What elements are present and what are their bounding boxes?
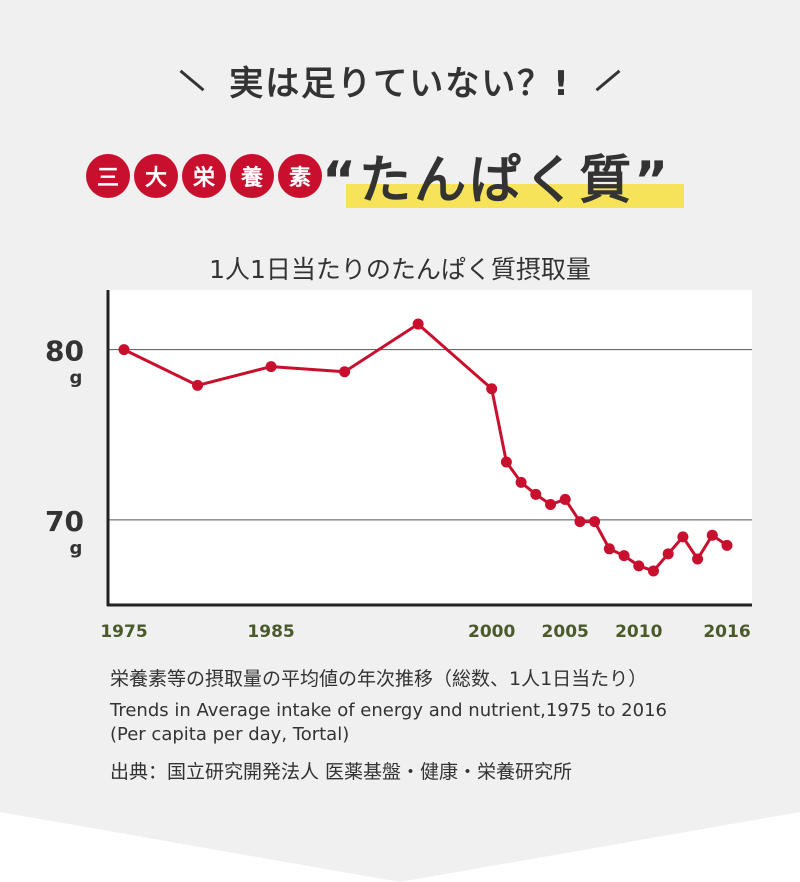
data-point — [647, 565, 659, 577]
captions: 栄養素等の摂取量の平均値の年次推移（総数、1人1日当たり） Trends in … — [110, 664, 667, 784]
data-point — [339, 366, 351, 378]
y-tick-unit: g — [70, 538, 83, 559]
x-tick-label: 2000 — [468, 622, 515, 642]
headline-text: 実は足りていない？! — [229, 63, 571, 104]
x-tick-label: 2005 — [542, 622, 589, 642]
badge-char: 素 — [278, 154, 322, 198]
badge-char: 養 — [230, 154, 274, 198]
protein-title: “たんぱく質” — [322, 151, 672, 211]
badge-char: 栄 — [182, 154, 226, 198]
slash-decoration-left — [179, 69, 205, 91]
plot-area — [108, 290, 752, 605]
data-point — [574, 516, 586, 528]
x-tick-label: 2016 — [703, 622, 750, 642]
data-point — [118, 344, 130, 356]
badge-char: 三 — [86, 154, 130, 198]
y-tick-unit: g — [70, 368, 83, 389]
data-point — [515, 476, 527, 488]
data-point — [545, 499, 557, 511]
data-point — [500, 456, 512, 468]
series-line — [123, 322, 728, 573]
data-point — [559, 493, 571, 505]
chart-title: 1人1日当たりのたんぱく質摂取量 — [209, 255, 591, 284]
caption-source: 出典：国立研究開発法人 医薬基盤・健康・栄養研究所 — [110, 761, 573, 783]
data-point — [412, 318, 424, 330]
data-point — [486, 383, 498, 395]
data-point — [192, 379, 204, 391]
caption-english-line2: (Per capita per day, Tortal) — [110, 724, 350, 745]
three-nutrients-badges: 三 大 栄 養 素 — [86, 154, 322, 198]
data-point — [265, 361, 277, 373]
data-point — [530, 488, 542, 500]
badge-char: 大 — [134, 154, 178, 198]
data-point — [692, 553, 704, 565]
headline: 実は足りていない？! — [0, 52, 800, 108]
data-point — [603, 543, 615, 555]
data-point — [721, 539, 733, 551]
x-tick-label: 2010 — [615, 622, 662, 642]
x-tick-label: 1975 — [100, 622, 147, 642]
caption-japanese: 栄養素等の摂取量の平均値の年次推移（総数、1人1日当たり） — [110, 668, 648, 690]
data-point — [706, 529, 718, 541]
data-point — [589, 516, 601, 528]
data-point — [662, 548, 674, 560]
x-tick-label: 1985 — [247, 622, 294, 642]
data-point — [677, 531, 689, 543]
data-point — [618, 550, 630, 562]
caption-english-line1: Trends in Average intake of energy and n… — [110, 700, 667, 721]
y-tick-label: 70 — [45, 505, 84, 538]
title-highlight — [346, 184, 684, 208]
slash-decoration-right — [595, 69, 621, 91]
y-tick-label: 80 — [45, 335, 84, 368]
data-point — [633, 560, 645, 572]
